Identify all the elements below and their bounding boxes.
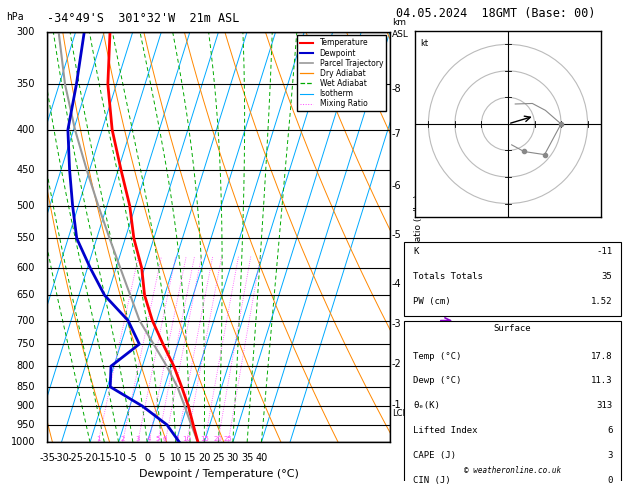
Text: hPa: hPa	[6, 12, 24, 22]
Text: 750: 750	[16, 339, 35, 349]
Text: Dewpoint / Temperature (°C): Dewpoint / Temperature (°C)	[138, 469, 299, 479]
Text: 30: 30	[226, 452, 239, 463]
Text: 300: 300	[17, 27, 35, 36]
Text: 6: 6	[607, 426, 612, 435]
Text: Mixing Ratio (g/kg): Mixing Ratio (g/kg)	[414, 194, 423, 280]
Text: -30: -30	[53, 452, 69, 463]
Text: θₑ(K): θₑ(K)	[413, 401, 440, 410]
Text: 8: 8	[175, 436, 179, 442]
Text: 25: 25	[224, 436, 233, 442]
Text: 10: 10	[170, 452, 182, 463]
Text: Totals Totals: Totals Totals	[413, 272, 483, 281]
Text: 850: 850	[17, 382, 35, 392]
Text: 350: 350	[17, 79, 35, 89]
Text: 20: 20	[198, 452, 211, 463]
Text: CAPE (J): CAPE (J)	[413, 451, 456, 460]
Legend: Temperature, Dewpoint, Parcel Trajectory, Dry Adiabat, Wet Adiabat, Isotherm, Mi: Temperature, Dewpoint, Parcel Trajectory…	[297, 35, 386, 111]
Text: -11: -11	[596, 247, 612, 256]
Text: Surface: Surface	[494, 324, 532, 333]
FancyBboxPatch shape	[404, 242, 621, 316]
Text: CIN (J): CIN (J)	[413, 476, 450, 485]
Text: -35: -35	[39, 452, 55, 463]
Text: © weatheronline.co.uk: © weatheronline.co.uk	[464, 467, 561, 475]
Text: -25: -25	[68, 452, 84, 463]
Text: -6: -6	[392, 181, 401, 191]
Text: K: K	[413, 247, 418, 256]
Text: 700: 700	[17, 315, 35, 326]
Text: -20: -20	[82, 452, 98, 463]
Text: -7: -7	[392, 129, 401, 139]
Text: 1000: 1000	[11, 437, 35, 447]
Text: 3: 3	[607, 451, 612, 460]
Text: ASL: ASL	[392, 30, 409, 38]
Text: 15: 15	[184, 452, 196, 463]
Text: km: km	[392, 18, 406, 28]
Text: -5: -5	[392, 230, 401, 240]
Text: 500: 500	[17, 201, 35, 211]
Text: Lifted Index: Lifted Index	[413, 426, 477, 435]
Text: 17.8: 17.8	[591, 351, 612, 361]
Text: 600: 600	[17, 263, 35, 273]
Text: 313: 313	[596, 401, 612, 410]
Text: -4: -4	[392, 278, 401, 289]
Text: 950: 950	[17, 420, 35, 430]
Text: 35: 35	[601, 272, 612, 281]
Text: 0: 0	[144, 452, 150, 463]
Text: 11.3: 11.3	[591, 377, 612, 385]
Text: 1: 1	[96, 436, 101, 442]
Text: 04.05.2024  18GMT (Base: 00): 04.05.2024 18GMT (Base: 00)	[396, 7, 596, 20]
Text: 5: 5	[159, 452, 165, 463]
Text: -34°49'S  301°32'W  21m ASL: -34°49'S 301°32'W 21m ASL	[47, 12, 240, 25]
Text: 650: 650	[17, 290, 35, 300]
Text: 10: 10	[182, 436, 191, 442]
FancyBboxPatch shape	[404, 321, 621, 486]
Text: Dewp (°C): Dewp (°C)	[413, 377, 462, 385]
Text: -15: -15	[96, 452, 112, 463]
Text: PW (cm): PW (cm)	[413, 297, 450, 306]
Text: 5: 5	[155, 436, 160, 442]
Text: 900: 900	[17, 401, 35, 411]
Text: -3: -3	[392, 318, 401, 329]
Text: 450: 450	[17, 165, 35, 175]
Text: -5: -5	[128, 452, 138, 463]
Text: 400: 400	[17, 125, 35, 135]
Text: LCL: LCL	[392, 409, 407, 417]
Text: -2: -2	[392, 359, 401, 369]
Text: Temp (°C): Temp (°C)	[413, 351, 462, 361]
Text: 25: 25	[213, 452, 225, 463]
Text: -1: -1	[392, 400, 401, 410]
Text: 1.52: 1.52	[591, 297, 612, 306]
Text: -10: -10	[111, 452, 126, 463]
Text: 0: 0	[607, 476, 612, 485]
Text: 35: 35	[241, 452, 253, 463]
Text: 4: 4	[147, 436, 151, 442]
Text: kt: kt	[420, 39, 428, 48]
Text: -8: -8	[392, 84, 401, 94]
Text: 550: 550	[16, 233, 35, 243]
Text: 15: 15	[200, 436, 209, 442]
Text: 20: 20	[213, 436, 222, 442]
Text: 3: 3	[135, 436, 140, 442]
Text: 800: 800	[17, 361, 35, 371]
Text: 6: 6	[163, 436, 167, 442]
Text: 2: 2	[121, 436, 125, 442]
Text: 40: 40	[255, 452, 267, 463]
